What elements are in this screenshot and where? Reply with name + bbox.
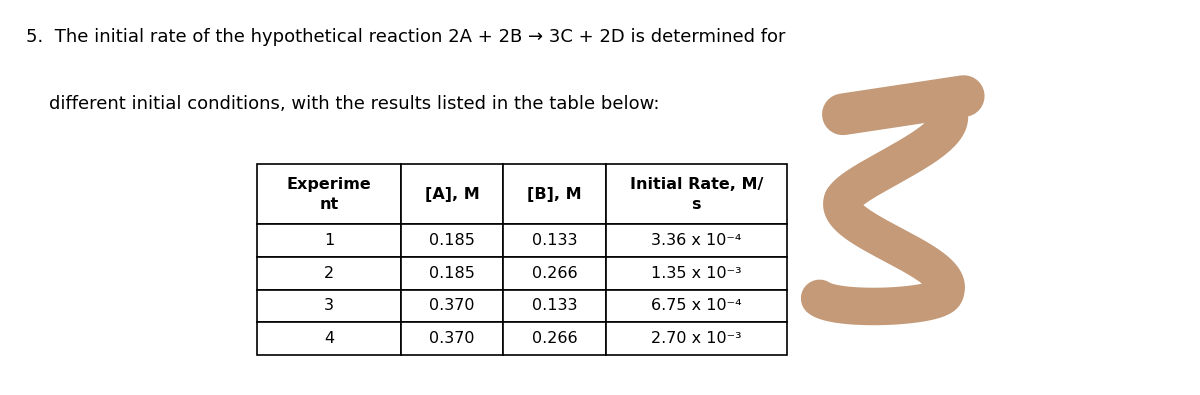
Text: 0.185: 0.185: [430, 233, 475, 248]
Bar: [606, 224, 787, 257]
Text: 0.266: 0.266: [532, 331, 577, 346]
Bar: [504, 257, 606, 290]
Text: Initial Rate, M/
s: Initial Rate, M/ s: [630, 177, 763, 212]
Bar: [401, 224, 504, 257]
Bar: [401, 257, 504, 290]
Text: different initial conditions, with the results listed in the table below:: different initial conditions, with the r…: [26, 95, 660, 113]
Text: 1: 1: [324, 233, 334, 248]
Bar: [257, 164, 401, 224]
Bar: [504, 290, 606, 322]
Bar: [257, 290, 401, 322]
Text: 0.370: 0.370: [430, 331, 475, 346]
Text: 2.70 x 10⁻³: 2.70 x 10⁻³: [652, 331, 742, 346]
Bar: [257, 224, 401, 257]
Bar: [401, 164, 504, 224]
Text: 2: 2: [324, 265, 334, 280]
Text: 0.185: 0.185: [430, 265, 475, 280]
Bar: [257, 257, 401, 290]
Text: 0.370: 0.370: [430, 299, 475, 313]
Text: 1.35 x 10⁻³: 1.35 x 10⁻³: [652, 265, 742, 280]
Bar: [606, 290, 787, 322]
Text: 5.  The initial rate of the hypothetical reaction 2A + 2B → 3C + 2D is determine: 5. The initial rate of the hypothetical …: [26, 28, 786, 46]
Bar: [504, 224, 606, 257]
Text: Experime
nt: Experime nt: [287, 177, 372, 212]
Text: 3.36 x 10⁻⁴: 3.36 x 10⁻⁴: [652, 233, 742, 248]
Bar: [606, 322, 787, 355]
Bar: [401, 322, 504, 355]
Text: 0.266: 0.266: [532, 265, 577, 280]
Text: 0.133: 0.133: [532, 299, 577, 313]
Text: [A], M: [A], M: [425, 187, 480, 202]
Text: 6.75 x 10⁻⁴: 6.75 x 10⁻⁴: [652, 299, 742, 313]
Text: 0.133: 0.133: [532, 233, 577, 248]
Text: 4: 4: [324, 331, 334, 346]
Bar: [606, 164, 787, 224]
Text: 3: 3: [324, 299, 334, 313]
Bar: [401, 290, 504, 322]
Bar: [504, 322, 606, 355]
Text: [B], M: [B], M: [527, 187, 582, 202]
Bar: [504, 164, 606, 224]
Bar: [257, 322, 401, 355]
Bar: [606, 257, 787, 290]
